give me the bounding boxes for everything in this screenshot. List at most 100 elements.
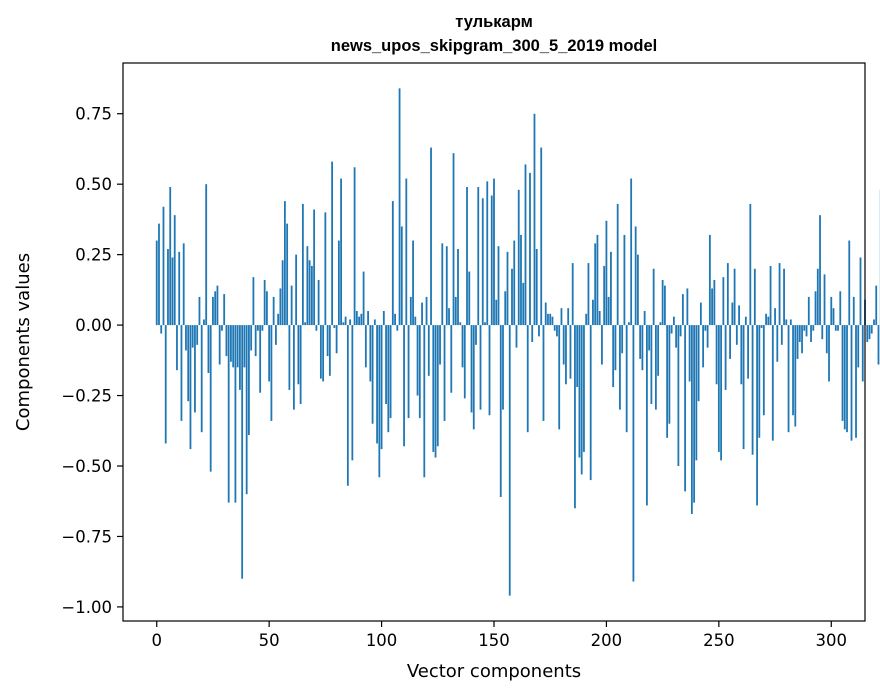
bar: [819, 215, 821, 326]
bar: [248, 325, 250, 435]
y-axis-label: Components values: [13, 253, 34, 431]
bar: [403, 325, 405, 447]
bar: [317, 280, 320, 326]
bar: [212, 296, 214, 326]
bar: [328, 325, 331, 376]
bar: [355, 311, 358, 326]
bar: [239, 325, 241, 390]
bar: [472, 325, 475, 430]
bar: [358, 316, 360, 326]
bar: [158, 223, 160, 326]
bar: [623, 234, 626, 326]
bar: [331, 161, 334, 326]
bar: [376, 325, 378, 444]
bar: [164, 325, 167, 444]
bar: [675, 325, 678, 348]
bar: [230, 325, 232, 362]
bar: [275, 325, 277, 345]
bar: [749, 203, 752, 326]
bar: [396, 325, 399, 331]
bar: [767, 316, 770, 326]
bar: [825, 325, 828, 354]
bar: [373, 319, 376, 326]
bar: [499, 325, 502, 497]
bar: [875, 285, 878, 326]
bar: [488, 325, 491, 416]
bar: [834, 325, 837, 331]
bar: [227, 325, 230, 503]
bar: [306, 246, 309, 326]
chart-subtitle: news_upos_skipgram_300_5_2019 model: [331, 37, 658, 55]
bar: [697, 325, 700, 402]
bar: [490, 195, 493, 326]
bar: [796, 325, 799, 359]
bar: [450, 325, 453, 393]
bar: [364, 325, 367, 368]
y-tick-label: 0.25: [75, 246, 112, 265]
bar: [292, 325, 295, 410]
bar: [625, 325, 628, 433]
bar: [407, 325, 410, 419]
bar: [409, 296, 412, 326]
bar: [798, 325, 801, 342]
plot-frame: [122, 62, 866, 622]
bar: [556, 325, 558, 337]
bar: [196, 325, 199, 345]
bar: [221, 325, 223, 331]
x-axis-ticks: 0 50 100 150 200 250 300: [151, 621, 847, 650]
bar: [803, 325, 806, 331]
x-tick-label: 50: [259, 631, 280, 650]
bar: [722, 277, 725, 326]
bar: [594, 243, 597, 326]
bar: [744, 316, 747, 326]
y-tick-label: −0.75: [61, 527, 112, 546]
bar: [279, 288, 282, 326]
y-tick-label: −0.25: [61, 387, 112, 406]
bar: [531, 325, 534, 342]
bar: [801, 325, 803, 354]
bar: [295, 254, 298, 326]
bar: [699, 302, 702, 326]
bar: [517, 189, 520, 326]
bar: [176, 325, 178, 371]
bar: [423, 325, 426, 478]
bar: [717, 325, 720, 452]
bar: [605, 220, 608, 326]
bar: [794, 325, 797, 427]
bar: [169, 187, 172, 326]
bar: [448, 308, 450, 326]
x-tick-label: 0: [151, 631, 162, 650]
bar: [783, 268, 785, 326]
bar: [704, 325, 707, 331]
bar: [574, 325, 576, 509]
bar: [576, 325, 579, 388]
bar: [342, 322, 345, 326]
bar: [857, 325, 860, 368]
bar: [601, 325, 603, 365]
bar: [502, 325, 504, 410]
bar: [315, 325, 318, 331]
bar: [470, 325, 473, 413]
bar: [511, 268, 513, 326]
bar: [789, 319, 792, 326]
bar: [540, 147, 543, 326]
bar: [760, 325, 763, 328]
bar: [367, 311, 369, 326]
bar: [324, 212, 327, 326]
bar: [297, 325, 300, 385]
x-axis-label: Vector components: [407, 661, 581, 682]
bar: [771, 325, 774, 441]
bar: [695, 325, 698, 461]
bar: [535, 249, 538, 326]
bar: [684, 325, 687, 492]
bar: [301, 203, 304, 326]
chart-title: тулькарм: [455, 13, 533, 31]
bar: [234, 325, 237, 503]
bar: [657, 325, 660, 376]
bar: [457, 249, 459, 326]
bar: [648, 325, 651, 351]
bar: [495, 299, 498, 326]
bar: [452, 153, 455, 326]
bar: [475, 325, 477, 345]
bar: [659, 322, 662, 326]
